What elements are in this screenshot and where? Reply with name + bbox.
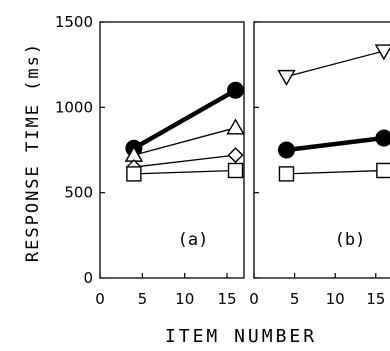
data-point-square [376,162,390,179]
data-point-filled-circle [227,81,245,99]
y-tick-label: 1500 [55,13,93,31]
panel-frame [99,21,245,279]
y-tick-label: 500 [64,184,93,202]
data-point-triangle-down [374,44,390,61]
x-tick-label: 15 [366,290,385,308]
x-tick-label: 0 [95,290,105,308]
panel-label: (a) [178,230,209,250]
series-square [126,162,244,182]
data-point-filled-circle [375,129,390,147]
series-line [286,135,385,153]
x-tick-label: 5 [290,290,300,308]
y-axis-title: RESPONSE TIME (ms) [23,42,43,262]
series-line [133,127,236,156]
series-triangle-down [277,44,390,87]
x-tick-label: 5 [138,290,148,308]
series-line [133,154,236,168]
series-line [286,169,384,175]
x-axis-title: ITEM NUMBER [165,326,317,347]
data-point-diamond [227,147,244,164]
panel-b: 0 5 10 15 (b) [249,21,390,308]
x-tick-label: 15 [218,290,237,308]
series-filled-circle [277,129,390,159]
panel-label: (b) [335,230,366,250]
y-tick-label: 1000 [55,98,93,116]
x-tick-label: 10 [326,290,345,308]
panel-frame [253,21,390,279]
chart-panels: 0 5 10 15 (a) 0 5 10 15 (b) 0 500 1000 1500 [55,13,390,308]
y-tick-label: 0 [83,269,93,287]
series-square [278,162,390,182]
data-point-square [227,162,244,179]
series-line [133,169,236,175]
data-point-square [278,166,295,182]
series-line [286,50,385,78]
x-tick-label: 0 [249,290,259,308]
data-point-filled-circle [277,141,295,159]
data-point-square [126,166,142,182]
x-tick-label: 10 [175,290,194,308]
data-point-triangle-down [277,69,296,87]
panel-a: 0 5 10 15 (a) [95,21,245,308]
series-filled-circle [125,81,245,157]
series-line [132,88,237,151]
data-point-triangle-up [226,118,245,135]
